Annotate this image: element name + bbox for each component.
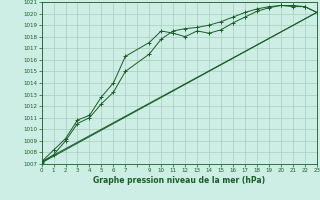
X-axis label: Graphe pression niveau de la mer (hPa): Graphe pression niveau de la mer (hPa) xyxy=(93,176,265,185)
